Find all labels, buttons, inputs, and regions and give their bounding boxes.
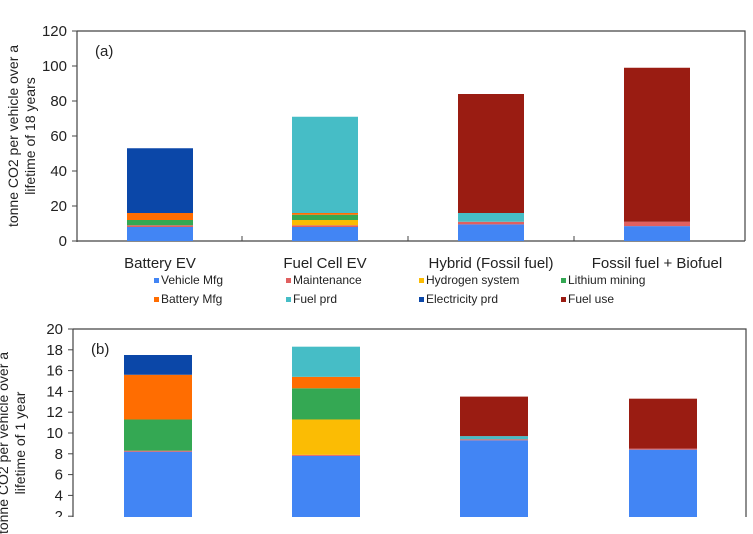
bar-segment-hydrogen-system bbox=[292, 220, 358, 226]
bar-segment-vehicle-mfg bbox=[458, 224, 524, 241]
legend-label: Fuel prd bbox=[293, 292, 337, 306]
bar-segment-vehicle-mfg bbox=[460, 440, 528, 517]
bar-segment-vehicle-mfg bbox=[292, 227, 358, 241]
bar-segment-electricity-prd bbox=[127, 148, 193, 213]
bar-segment-maintenance bbox=[629, 448, 697, 450]
y-tick-label: 14 bbox=[46, 383, 63, 400]
y-tick-label: 6 bbox=[55, 467, 63, 484]
bar-segment-fuel-use bbox=[458, 94, 524, 213]
bar-segment-maintenance bbox=[624, 221, 690, 227]
legend-swatch bbox=[561, 297, 566, 302]
bar-segment-fuel-prd bbox=[458, 213, 524, 222]
bar-segment-lithium-mining bbox=[127, 220, 193, 226]
legend-label: Fuel use bbox=[568, 292, 614, 306]
legend-item: Lithium mining bbox=[561, 273, 645, 287]
chart-panel-b: 0 2 4 6 8 10 12 14 16 18 20 (b) tonne CO2 per vehicl… bbox=[0, 321, 747, 534]
bar-segment-vehicle-mfg bbox=[292, 455, 360, 517]
legend-label: Electricity prd bbox=[426, 292, 498, 306]
legend-item: Fuel use bbox=[561, 292, 614, 306]
y-tick-label: 0 bbox=[55, 529, 63, 534]
legend-swatch bbox=[286, 297, 291, 302]
bar-segment-maintenance bbox=[124, 450, 192, 452]
bar-segment-fuel-prd bbox=[292, 346, 360, 377]
legend-swatch bbox=[419, 297, 424, 302]
legend-swatch bbox=[561, 278, 566, 283]
x-category-label: Fuel Cell EV bbox=[283, 255, 366, 272]
plot-area: 0 20 40 60 80 100 120 bbox=[42, 23, 746, 250]
legend-item: Hydrogen system bbox=[419, 273, 519, 287]
bar-segment-maintenance bbox=[127, 225, 193, 227]
bar-segment-vehicle-mfg bbox=[127, 227, 193, 241]
legend-swatch bbox=[154, 278, 159, 283]
y-tick-label: 100 bbox=[42, 58, 67, 75]
y-tick-label: 80 bbox=[50, 93, 67, 110]
y-tick-label: 8 bbox=[55, 446, 63, 463]
bar-segment-fuel-use bbox=[629, 398, 697, 449]
plot-area: 0 2 4 6 8 10 12 14 16 18 20 bbox=[46, 321, 747, 534]
bar-segment-maintenance bbox=[460, 439, 528, 441]
plot-frame bbox=[73, 328, 747, 517]
bar-segment-lithium-mining bbox=[292, 214, 358, 220]
bar-segment-hydrogen-system bbox=[292, 419, 360, 455]
bar-segment-maintenance bbox=[292, 454, 360, 456]
bar-segment-vehicle-mfg bbox=[624, 226, 690, 241]
panel-label: (b) bbox=[91, 341, 109, 358]
legend-swatch bbox=[154, 297, 159, 302]
bar-segment-battery-mfg bbox=[124, 374, 192, 420]
plot-frame bbox=[77, 30, 746, 241]
bar-segment-fuel-use bbox=[624, 67, 690, 222]
y-tick-label: 18 bbox=[46, 342, 63, 359]
legend-label: Battery Mfg bbox=[161, 292, 222, 306]
y-tick-label: 20 bbox=[46, 321, 63, 338]
legend-label: Lithium mining bbox=[568, 273, 645, 287]
bar-segment-fuel-use bbox=[460, 396, 528, 437]
legend-item: Vehicle Mfg bbox=[154, 273, 223, 287]
bar-segment-lithium-mining bbox=[124, 419, 192, 451]
bar-segment-electricity-prd bbox=[124, 355, 192, 375]
y-tick-label: 10 bbox=[46, 425, 63, 442]
legend-item: Fuel prd bbox=[286, 292, 337, 306]
bar-segment-vehicle-mfg bbox=[124, 451, 192, 517]
bar-segment-vehicle-mfg bbox=[629, 449, 697, 517]
x-category-label: Hybrid (Fossil fuel) bbox=[428, 255, 553, 272]
chart-panel-a: 0 20 40 60 80 100 120 Battery EV Fuel Cell EV Hyb… bbox=[5, 23, 746, 272]
y-tick-label: 60 bbox=[50, 128, 67, 145]
y-tick-label: 16 bbox=[46, 363, 63, 380]
legend-label: Maintenance bbox=[293, 273, 362, 287]
legend-label: Vehicle Mfg bbox=[161, 273, 223, 287]
x-category-label: Fossil fuel + Biofuel bbox=[592, 255, 722, 272]
legend-swatch bbox=[419, 278, 424, 283]
legend-item: Maintenance bbox=[286, 273, 362, 287]
bar-segment-battery-mfg bbox=[292, 376, 360, 389]
legend: Vehicle Mfg Maintenance Hydrogen system Lit… bbox=[154, 273, 645, 306]
legend-item: Electricity prd bbox=[419, 292, 498, 306]
bar-segment-fuel-prd bbox=[292, 116, 358, 213]
bar-segment-battery-mfg bbox=[292, 213, 358, 215]
y-tick-label: 40 bbox=[50, 163, 67, 180]
bar-segment-maintenance bbox=[458, 221, 524, 225]
y-tick-label: 4 bbox=[55, 487, 63, 504]
panel-label: (a) bbox=[95, 43, 113, 60]
y-tick-label: 2 bbox=[55, 508, 63, 525]
bar-segment-battery-mfg bbox=[127, 213, 193, 220]
y-axis-label: tonne CO2 per vehicle over alifetime of … bbox=[5, 45, 38, 227]
legend-item: Battery Mfg bbox=[154, 292, 222, 306]
y-tick-label: 20 bbox=[50, 198, 67, 215]
bar-segment-maintenance bbox=[292, 225, 358, 227]
y-tick-label: 12 bbox=[46, 404, 63, 421]
bar-segment-lithium-mining bbox=[292, 388, 360, 420]
bar-segment-fuel-prd bbox=[460, 436, 528, 440]
legend-label: Hydrogen system bbox=[426, 273, 519, 287]
x-category-label: Battery EV bbox=[124, 255, 196, 272]
y-axis-label: tonne CO2 per vehicle over alifetime of … bbox=[0, 352, 28, 534]
y-tick-label: 0 bbox=[59, 233, 67, 250]
y-tick-label: 120 bbox=[42, 23, 67, 40]
legend-swatch bbox=[286, 278, 291, 283]
